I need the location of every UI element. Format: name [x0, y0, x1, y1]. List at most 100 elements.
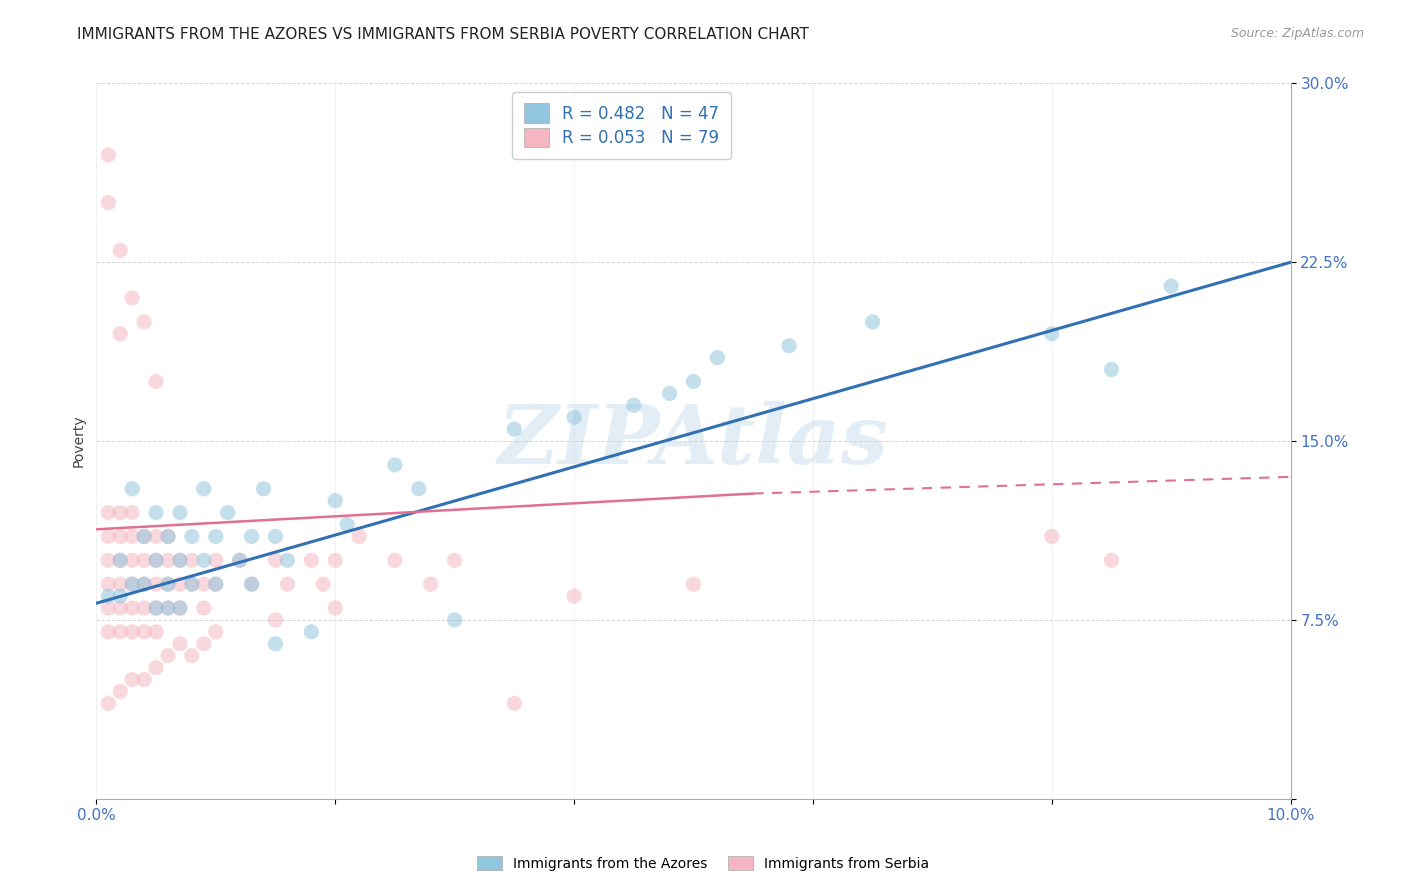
Point [97, 553, 120, 567]
Point [169, 553, 191, 567]
Point [408, 482, 430, 496]
Point [169, 601, 191, 615]
Point [110, 553, 132, 567]
Point [323, 601, 346, 615]
Point [134, 577, 156, 591]
Point [204, 577, 226, 591]
Point [121, 624, 143, 639]
Point [121, 577, 143, 591]
Point [228, 553, 250, 567]
Point [204, 553, 226, 567]
Text: Source: ZipAtlas.com: Source: ZipAtlas.com [1230, 27, 1364, 40]
Point [503, 422, 526, 436]
Point [312, 577, 335, 591]
Point [110, 601, 132, 615]
Point [706, 351, 728, 365]
Point [240, 529, 263, 543]
Point [97, 601, 120, 615]
Point [145, 577, 167, 591]
Point [562, 589, 585, 603]
Point [97, 697, 120, 711]
Point [658, 386, 681, 401]
Point [97, 506, 120, 520]
Point [623, 398, 645, 412]
Point [240, 577, 263, 591]
Point [121, 482, 143, 496]
Point [1160, 279, 1182, 293]
Point [193, 482, 215, 496]
Point [97, 148, 120, 162]
Point [1040, 326, 1063, 341]
Point [193, 577, 215, 591]
Point [121, 529, 143, 543]
Point [1101, 362, 1123, 376]
Point [180, 577, 202, 591]
Point [156, 553, 179, 567]
Point [180, 577, 202, 591]
Point [145, 660, 167, 674]
Point [110, 529, 132, 543]
Point [121, 673, 143, 687]
Point [121, 291, 143, 305]
Point [134, 601, 156, 615]
Point [97, 577, 120, 591]
Point [778, 339, 800, 353]
Point [97, 589, 120, 603]
Point [156, 529, 179, 543]
Point [145, 601, 167, 615]
Point [862, 315, 884, 329]
Point [134, 529, 156, 543]
Point [336, 517, 359, 532]
Point [134, 529, 156, 543]
Point [110, 684, 132, 698]
Point [204, 529, 226, 543]
Point [682, 375, 704, 389]
Point [299, 624, 322, 639]
Point [156, 577, 179, 591]
Point [443, 553, 465, 567]
Point [169, 637, 191, 651]
Point [156, 601, 179, 615]
Point [1040, 529, 1063, 543]
Point [110, 589, 132, 603]
Point [264, 529, 287, 543]
Point [134, 673, 156, 687]
Point [217, 506, 239, 520]
Point [134, 315, 156, 329]
Point [264, 553, 287, 567]
Point [145, 375, 167, 389]
Legend: Immigrants from the Azores, Immigrants from Serbia: Immigrants from the Azores, Immigrants f… [471, 850, 935, 876]
Point [121, 553, 143, 567]
Point [299, 553, 322, 567]
Point [134, 577, 156, 591]
Point [110, 506, 132, 520]
Point [169, 577, 191, 591]
Point [193, 601, 215, 615]
Point [145, 553, 167, 567]
Point [156, 601, 179, 615]
Point [562, 410, 585, 425]
Point [384, 553, 406, 567]
Point [121, 506, 143, 520]
Point [240, 577, 263, 591]
Point [193, 637, 215, 651]
Point [169, 506, 191, 520]
Point [110, 244, 132, 258]
Point [1101, 553, 1123, 567]
Point [323, 493, 346, 508]
Point [180, 648, 202, 663]
Point [145, 506, 167, 520]
Point [180, 529, 202, 543]
Point [276, 553, 298, 567]
Point [97, 624, 120, 639]
Point [169, 553, 191, 567]
Point [204, 624, 226, 639]
Point [252, 482, 274, 496]
Point [156, 648, 179, 663]
Text: ZIPAtlas: ZIPAtlas [498, 401, 889, 481]
Point [276, 577, 298, 591]
Point [110, 624, 132, 639]
Point [443, 613, 465, 627]
Y-axis label: Poverty: Poverty [72, 415, 86, 467]
Point [145, 624, 167, 639]
